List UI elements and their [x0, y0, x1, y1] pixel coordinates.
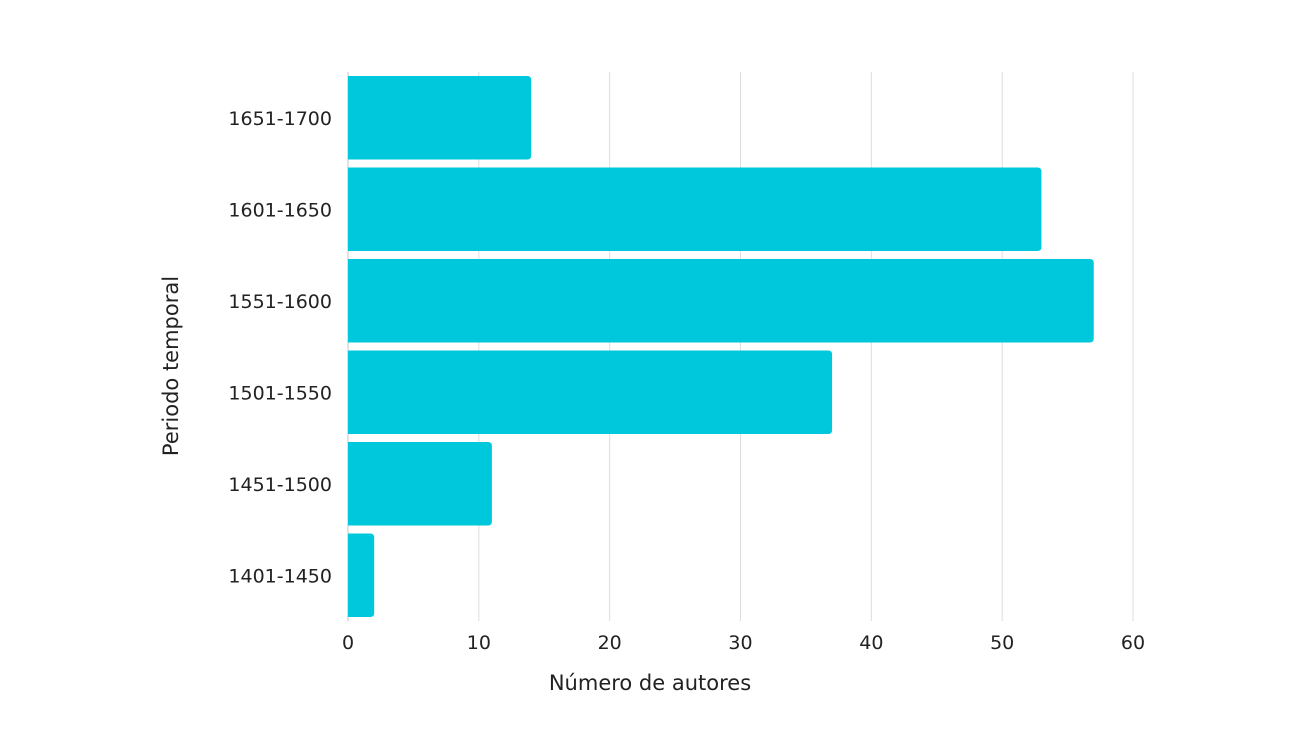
x-tick-label: 60 [1121, 632, 1145, 654]
x-tick-label: 40 [859, 632, 883, 654]
bar-layer [348, 76, 1094, 617]
y-tick-labels: 1651-1700 1601-1650 1551-1600 1501-1550 1451… [228, 108, 332, 588]
y-tick-label: 1451-1500 [228, 474, 332, 496]
x-tick-label: 30 [728, 632, 752, 654]
y-axis-title: Periodo temporal [159, 276, 183, 456]
x-axis-title: Número de autores [549, 671, 751, 695]
x-tick-labels: 0 10 20 30 40 50 60 [342, 632, 1145, 654]
bar-1401-1450 [348, 533, 375, 617]
y-tick-label: 1651-1700 [228, 108, 332, 130]
x-tick-label: 0 [342, 632, 354, 654]
bar-1501-1550 [348, 350, 833, 434]
bar-1601-1650 [348, 167, 1042, 251]
y-tick-label: 1601-1650 [228, 199, 332, 221]
x-tick-label: 10 [467, 632, 491, 654]
grid-layer [347, 72, 1134, 621]
bar-1451-1500 [348, 442, 492, 526]
bar-1651-1700 [348, 76, 532, 160]
y-tick-label: 1551-1600 [228, 291, 332, 313]
x-tick-label: 50 [990, 632, 1014, 654]
y-tick-label: 1501-1550 [228, 382, 332, 404]
bar-1551-1600 [348, 259, 1094, 343]
x-tick-label: 20 [598, 632, 622, 654]
y-tick-label: 1401-1450 [228, 565, 332, 587]
